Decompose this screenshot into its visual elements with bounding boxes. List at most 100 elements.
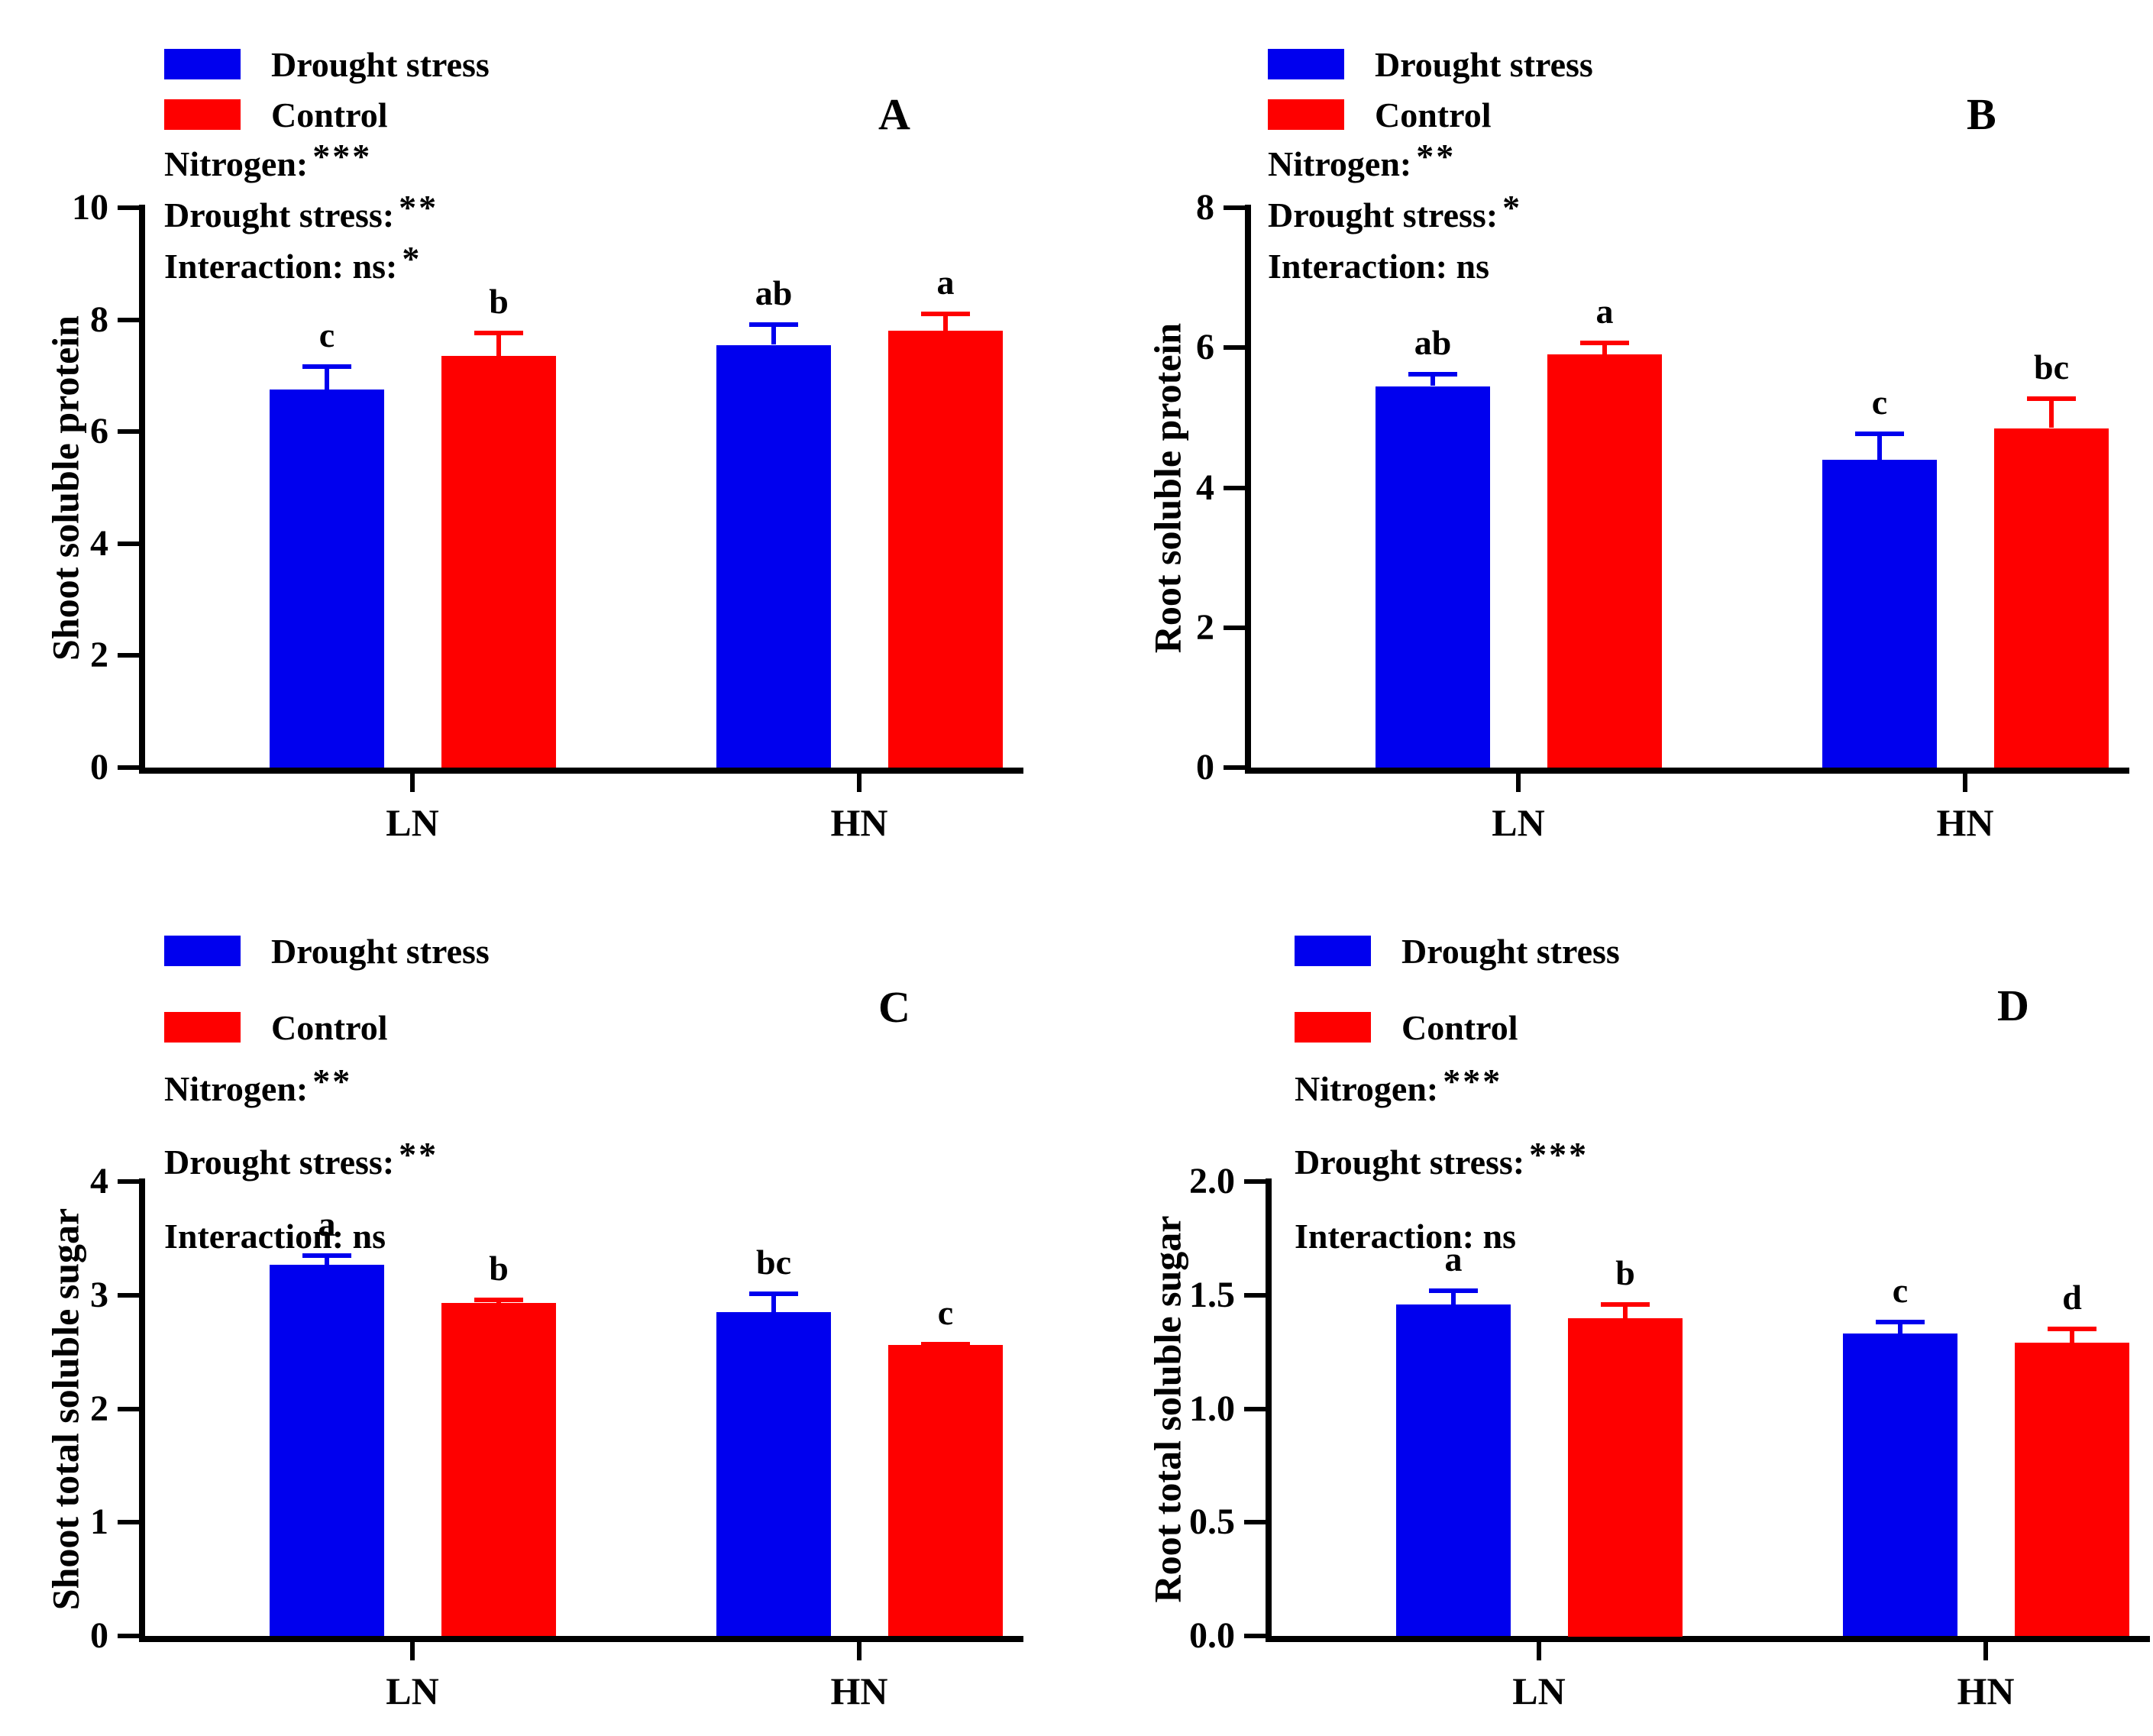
x-category-label: HN — [830, 1670, 888, 1712]
y-tick-mark — [1224, 765, 1245, 770]
stats-stars: * — [1502, 187, 1523, 227]
y-axis-title: Shoot total soluble sugar — [44, 1207, 87, 1611]
bar-drought-stress-hn — [716, 345, 831, 768]
legend-swatch-drought-stress — [1295, 936, 1371, 966]
legend-label: Drought stress — [1375, 45, 1593, 84]
legend-label: Drought stress — [1401, 932, 1620, 971]
bar-drought-stress-ln — [1376, 386, 1490, 768]
stats-stars: *** — [1443, 1061, 1503, 1101]
y-tick-label: 1.5 — [1189, 1275, 1235, 1315]
legend-swatch-drought-stress — [1268, 49, 1344, 79]
legend-label: Control — [271, 95, 388, 134]
significance-letter: a — [318, 1204, 336, 1243]
y-tick-label: 0 — [90, 1615, 108, 1656]
legend-swatch-control — [164, 1012, 241, 1043]
error-bar-cap — [302, 1253, 351, 1258]
y-tick-mark — [1244, 1179, 1266, 1184]
y-tick-mark — [1224, 345, 1245, 350]
y-axis-line — [139, 205, 145, 774]
y-tick-label: 2 — [90, 1388, 108, 1429]
y-tick-label: 2 — [1196, 607, 1214, 648]
y-tick-label: 6 — [1196, 327, 1214, 367]
y-tick-mark — [118, 205, 139, 210]
error-bar-stem — [496, 331, 501, 356]
error-bar-cap — [749, 322, 798, 327]
y-tick-mark — [118, 1293, 139, 1298]
error-bar-stem — [1898, 1320, 1902, 1334]
y-tick-mark — [1224, 626, 1245, 630]
y-tick-label: 4 — [90, 1161, 108, 1201]
x-axis-line — [139, 1636, 1023, 1642]
y-tick-mark — [1224, 486, 1245, 490]
y-tick-mark — [118, 653, 139, 658]
stats-line: Drought stress: * — [1268, 187, 1523, 234]
bar-drought-stress-hn — [1843, 1334, 1957, 1636]
y-tick-label: 8 — [90, 299, 108, 340]
stats-stars: ** — [312, 1061, 353, 1101]
error-bar-cap — [921, 312, 970, 316]
legend-swatch-control — [164, 99, 241, 130]
stats-line: Interaction: ns — [164, 1217, 386, 1256]
error-bar-stem — [1430, 372, 1435, 386]
legend-label: Control — [1401, 1008, 1518, 1047]
y-axis-line — [1266, 1178, 1272, 1642]
y-tick-mark — [1244, 1634, 1266, 1638]
y-tick-label: 1.0 — [1189, 1388, 1235, 1429]
y-tick-label: 0 — [1196, 747, 1214, 787]
error-bar-stem — [2070, 1327, 2074, 1343]
stats-stars: ** — [1416, 136, 1456, 176]
panel-shoot-soluble-protein: 0 2 4 6 8 10 Shoot soluble protein c ab b a LN HN Dro… — [0, 0, 1076, 868]
panel-root-soluble-protein: 0 2 4 6 8 Root soluble protein ab c a bc LN HN Droug… — [1077, 0, 2153, 868]
error-bar-stem — [1623, 1302, 1628, 1318]
legend-label: Drought stress — [271, 932, 490, 971]
stats-line: Nitrogen: ** — [164, 1061, 353, 1108]
y-tick-label: 1 — [90, 1502, 108, 1542]
y-tick-label: 2 — [90, 635, 108, 675]
y-tick-mark — [1244, 1293, 1266, 1298]
y-tick-mark — [118, 541, 139, 546]
significance-letter: c — [1892, 1271, 1909, 1310]
stats-line: Drought stress: ** — [164, 1134, 439, 1182]
legend-swatch-drought-stress — [164, 936, 241, 966]
legend-swatch-control — [1268, 99, 1344, 130]
y-tick-label: 0.0 — [1189, 1615, 1235, 1656]
stats-line: Interaction: ns — [1268, 247, 1490, 286]
y-tick-mark — [118, 1179, 139, 1184]
significance-letter: b — [1615, 1253, 1635, 1292]
significance-letter: ab — [1414, 323, 1452, 362]
panel-letter: A — [878, 89, 910, 139]
significance-letter: c — [318, 315, 335, 354]
x-category-label: LN — [1512, 1670, 1566, 1712]
bar-drought-stress-ln — [1396, 1304, 1511, 1636]
x-tick-mark — [857, 774, 862, 792]
bar-drought-stress-ln — [270, 1265, 384, 1636]
error-bar-cap — [2027, 396, 2076, 401]
error-bar-cap — [1601, 1302, 1650, 1307]
y-tick-mark — [118, 1520, 139, 1524]
y-tick-label: 4 — [1196, 467, 1214, 508]
error-bar-stem — [1877, 432, 1882, 460]
bar-control-hn — [888, 1345, 1003, 1636]
error-bar-stem — [943, 312, 948, 331]
stats-line: Interaction: ns — [1295, 1217, 1517, 1256]
bar-control-hn — [2015, 1343, 2129, 1636]
x-tick-mark — [1983, 1642, 1988, 1660]
x-axis-line — [139, 768, 1023, 774]
bar-control-ln — [1568, 1318, 1683, 1637]
legend-label: Control — [1375, 95, 1492, 134]
error-bar-stem — [325, 364, 329, 390]
legend-swatch-control — [1295, 1012, 1371, 1043]
stats-stars: *** — [1529, 1134, 1589, 1174]
error-bar-stem — [1602, 341, 1607, 354]
y-tick-label: 0.5 — [1189, 1502, 1235, 1542]
stats-line: Nitrogen: *** — [164, 136, 373, 183]
stats-line: Interaction: ns: * — [164, 238, 422, 286]
error-bar-cap — [1429, 1288, 1478, 1293]
bar-control-hn — [888, 331, 1003, 768]
bar-drought-stress-hn — [716, 1312, 831, 1636]
y-tick-label: 3 — [90, 1275, 108, 1315]
significance-letter: a — [1595, 292, 1614, 331]
stats-line: Drought stress: *** — [1295, 1134, 1589, 1182]
y-tick-mark — [1224, 205, 1245, 210]
